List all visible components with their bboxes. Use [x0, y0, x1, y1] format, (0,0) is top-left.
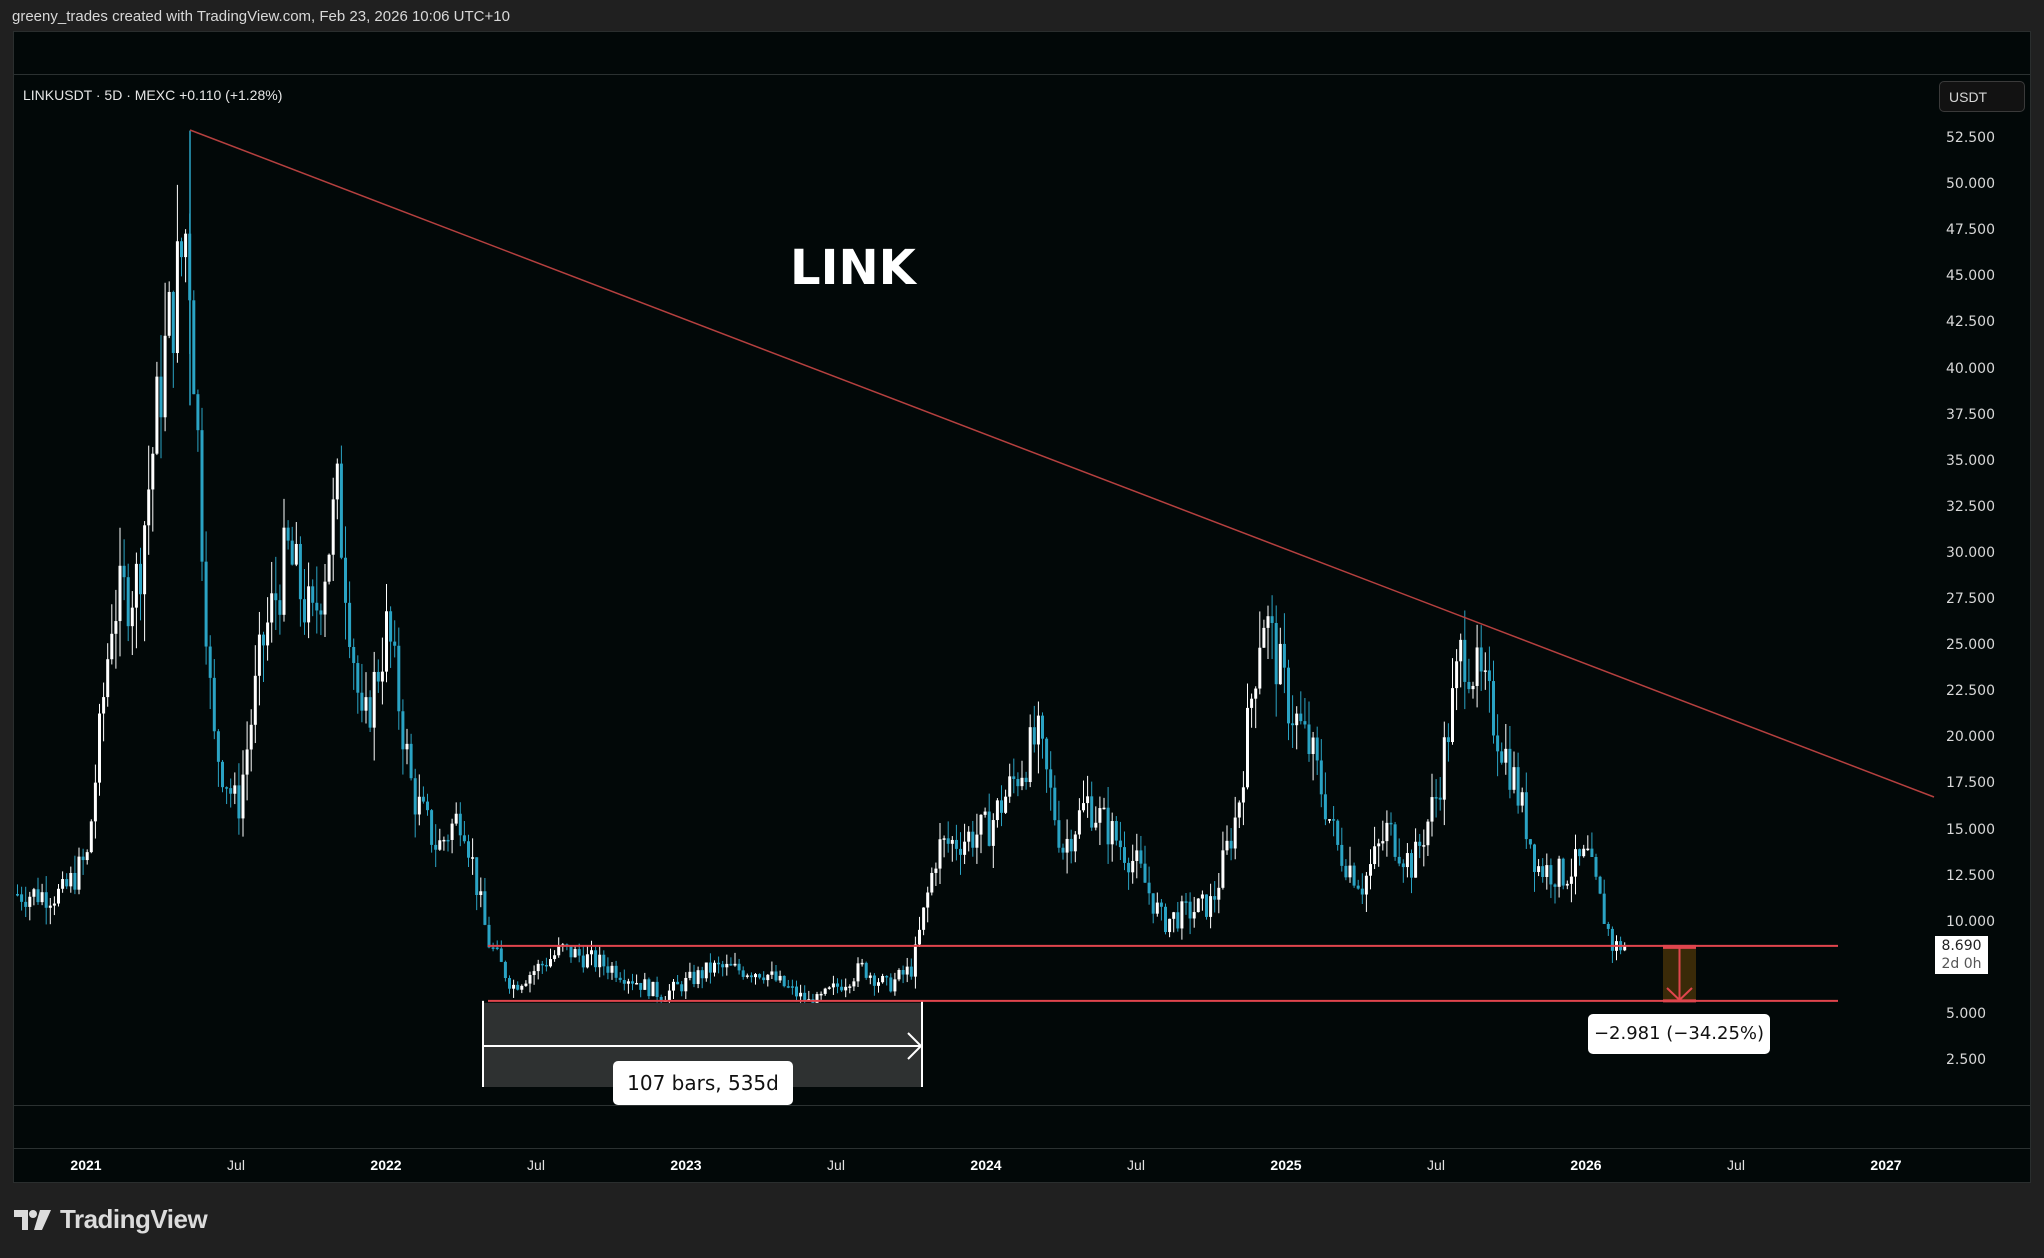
legend-separator: [14, 74, 2030, 75]
time-tick: Jul: [827, 1157, 845, 1173]
time-tick: 2026: [1570, 1157, 1602, 1173]
time-tick: Jul: [1727, 1157, 1745, 1173]
time-tick: 2027: [1870, 1157, 1902, 1173]
tradingview-logo-icon: [14, 1209, 51, 1230]
tradingview-logo-text: TradingView: [60, 1204, 208, 1234]
price-tick: 52.500: [1946, 130, 1995, 146]
price-tick: 30.000: [1946, 544, 1995, 561]
pane-separator: [14, 1105, 2030, 1106]
descending-trendline[interactable]: [189, 129, 1935, 798]
last-price-value: 8.690: [1941, 938, 1982, 954]
price-tick: 15.000: [1946, 821, 1995, 838]
price-tick: 35.000: [1946, 452, 1995, 469]
symbol-legend[interactable]: LINKUSDT · 5D · MEXC +0.110 (+1.28%): [23, 87, 283, 103]
price-tick: 5.000: [1946, 1005, 1987, 1022]
time-axis-separator: [14, 1148, 2030, 1149]
price-tick: 47.500: [1946, 222, 1995, 239]
last-price-label: 8.690 2d 0h: [1935, 936, 1988, 974]
price-tick: 20.000: [1946, 729, 1995, 746]
arrow-down-icon: [1666, 987, 1693, 1002]
price-tick: 42.500: [1946, 314, 1995, 331]
price-tick: 40.000: [1946, 360, 1995, 377]
time-tick: 2022: [370, 1157, 402, 1173]
time-tick: 2023: [670, 1157, 702, 1173]
price-tick: 12.500: [1946, 867, 1995, 884]
currency-button[interactable]: USDT: [1939, 81, 2025, 112]
chart-attribution: greeny_trades created with TradingView.c…: [12, 8, 510, 25]
time-tick: Jul: [227, 1157, 245, 1173]
price-tick: 32.500: [1946, 498, 1995, 515]
time-tick: 2021: [70, 1157, 102, 1173]
arrow-right-icon: [907, 1032, 923, 1060]
chart-title-annotation[interactable]: LINK: [790, 240, 916, 296]
price-axis[interactable]: 52.500 50.000 47.500 45.000 42.500 40.000 37.5…: [1930, 60, 2030, 1105]
time-tick: 2024: [970, 1157, 1002, 1173]
price-range-label: −2.981 (−34.25%): [1588, 1014, 1770, 1054]
time-tick: Jul: [527, 1157, 545, 1173]
date-range-label: 107 bars, 535d: [613, 1061, 793, 1105]
price-tick: 37.500: [1946, 406, 1995, 423]
price-tick: 50.000: [1946, 176, 1995, 193]
price-tick: 45.000: [1946, 268, 1995, 285]
time-axis[interactable]: 2021 Jul 2022 Jul 2023 Jul 2024 Jul 2025 Jul 2026 J…: [14, 1149, 2030, 1182]
tradingview-logo: TradingView: [14, 1204, 208, 1235]
price-tick: 22.500: [1946, 683, 1995, 700]
price-tick: 10.000: [1946, 913, 1995, 930]
bar-countdown: 2d 0h: [1941, 956, 1982, 972]
price-tick: 17.500: [1946, 775, 1995, 792]
time-tick: 2025: [1270, 1157, 1302, 1173]
price-tick: 25.000: [1946, 637, 1995, 654]
candlestick-series: [16, 130, 1627, 1019]
time-tick: Jul: [1427, 1157, 1445, 1173]
price-tick: 27.500: [1946, 591, 1995, 607]
time-tick: Jul: [1127, 1157, 1145, 1173]
price-tick: 2.500: [1946, 1052, 1987, 1068]
